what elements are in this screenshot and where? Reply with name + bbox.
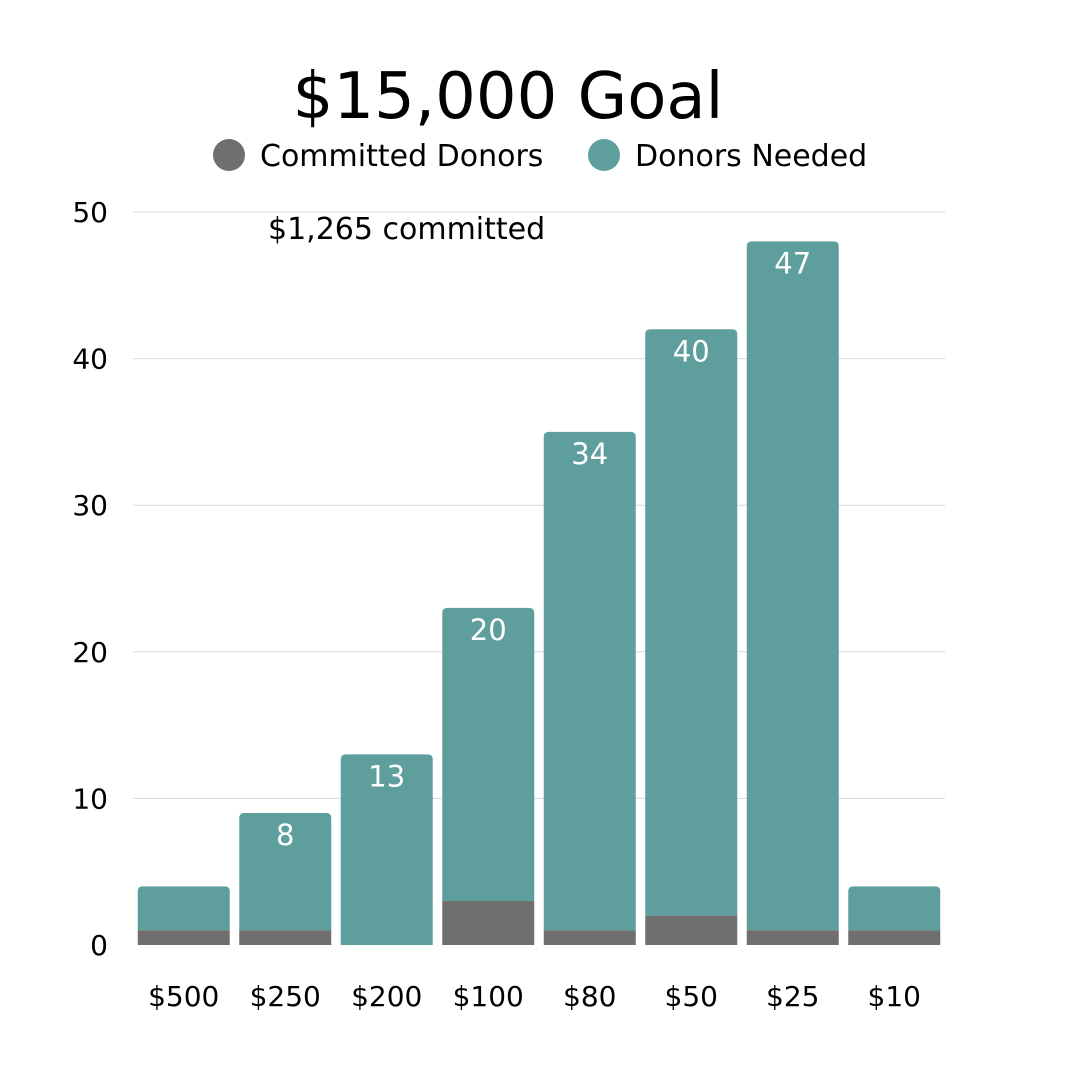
y-tick-label: 20 [72,636,108,669]
data-label: 40 [673,334,710,368]
y-tick-label: 30 [72,489,108,522]
legend-committed-label: Committed Donors [260,139,543,174]
bar-donors-needed [340,754,433,945]
x-tick-label: $10 [868,980,921,1013]
y-axis-ticks: 0 10 20 30 40 50 [72,196,108,962]
bar-committed-donors [543,930,636,945]
legend-needed-label: Donors Needed [635,139,867,174]
data-label: 8 [276,818,294,852]
data-label: 13 [368,759,405,793]
data-label: 20 [470,613,507,647]
x-axis-ticks: $500 $250 $200 $100 $80 $50 $25 $10 [148,980,921,1013]
x-tick-label: $200 [351,980,422,1013]
bar-donors-needed [848,886,941,931]
bar-committed-donors [746,930,839,945]
legend-committed-swatch [213,139,245,171]
bar-committed-donors [848,930,941,945]
bar-donors-needed [543,431,636,931]
bars [137,241,941,945]
bar-committed-donors [239,930,332,945]
bar-committed-donors [442,901,535,945]
bar-committed-donors [137,930,230,945]
data-label: 34 [571,437,608,471]
bar-donors-needed [746,241,839,931]
x-tick-label: $100 [453,980,524,1013]
bar-donors-needed [442,607,535,902]
x-tick-label: $80 [563,980,616,1013]
bar-donors-needed [137,886,230,931]
x-tick-label: $50 [665,980,718,1013]
data-label: 47 [774,246,811,280]
bar-committed-donors [645,915,738,945]
x-tick-label: $500 [148,980,219,1013]
y-tick-label: 50 [72,196,108,229]
legend: Committed Donors Donors Needed [213,139,867,174]
x-tick-label: $25 [766,980,819,1013]
bar-donors-needed [239,813,332,931]
y-tick-label: 0 [90,929,108,962]
x-tick-label: $250 [250,980,321,1013]
legend-needed-swatch [588,139,620,171]
committed-annotation: $1,265 committed [268,212,545,247]
chart-title: $15,000 Goal [293,60,724,134]
y-tick-label: 10 [72,782,108,815]
data-labels: 8 13 20 34 40 47 [276,246,811,852]
y-tick-label: 40 [72,343,108,376]
bar-donors-needed [645,329,738,916]
